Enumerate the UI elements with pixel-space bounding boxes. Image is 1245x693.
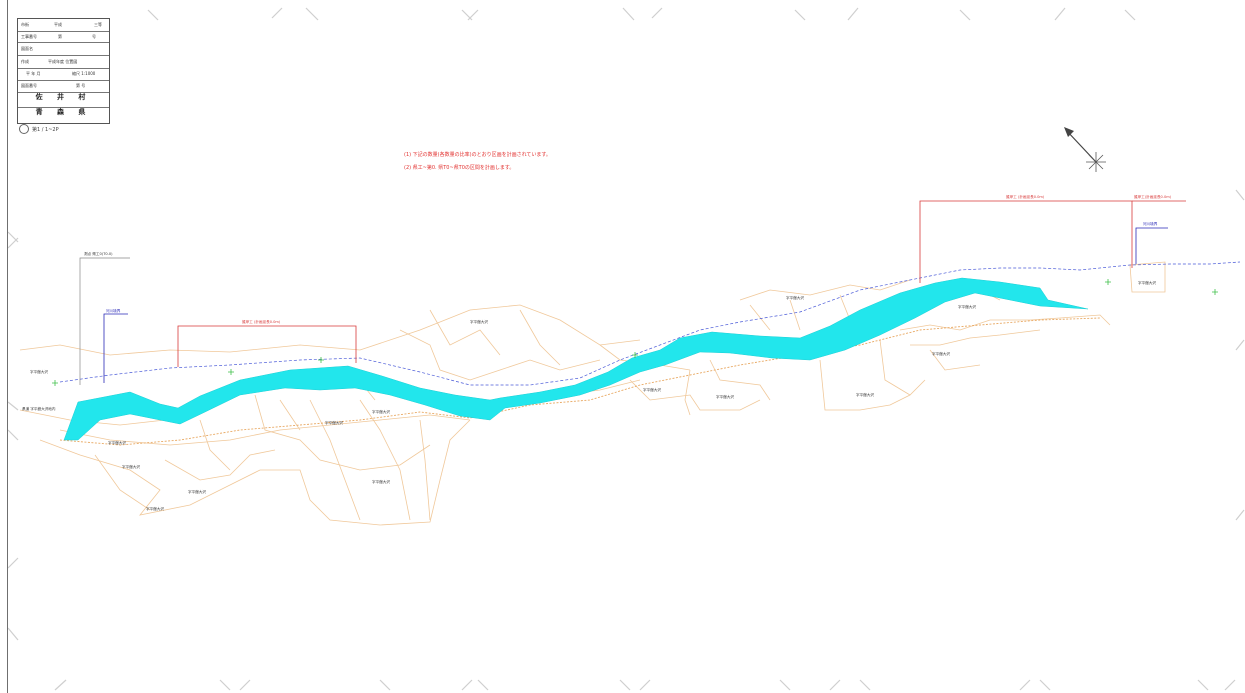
- tb-r2-left: 工事番号: [21, 34, 37, 39]
- tb-r1-left: 市街: [21, 22, 29, 27]
- title-block-row-1: 市街 平成 三等: [18, 19, 109, 32]
- tb-r2-right: 号: [92, 34, 96, 39]
- title-block: 市街 平成 三等 工事番号 第 号 図面名 作成 平成年度 位置図 平 年 月 …: [17, 18, 110, 124]
- left-boundary-label: 河川境界: [106, 309, 121, 313]
- parcel-label: 字平舘大沢: [122, 465, 140, 469]
- note-2: (2) 県工~第0. 県T0~県T0の区間を計画します。: [404, 165, 515, 171]
- parcel-label: 字平舘大沢: [932, 352, 950, 356]
- tb-prefecture: 青 森 県: [35, 108, 92, 116]
- parcel-label: 字平舘大沢: [146, 507, 164, 511]
- compass-rose-icon: [1086, 152, 1106, 172]
- tb-r5-right: 縮尺 1:1000: [72, 71, 96, 76]
- title-block-row-4: 作成 平成年度 位置図: [18, 55, 109, 69]
- frame-marks: [7, 7, 1245, 691]
- parcel-label: 字平舘大沢: [856, 393, 874, 397]
- title-block-row-2: 工事番号 第 号: [18, 31, 109, 43]
- parcel-label: 字平舘大沢: [325, 421, 343, 425]
- title-block-row-5: 平 年 月 縮尺 1:1000: [18, 68, 109, 81]
- sheet-circle-icon: [19, 124, 29, 134]
- tb-r6-left: 図面番号: [21, 83, 37, 88]
- parcel-label: 字平舘大沢: [786, 296, 804, 300]
- parcel-label: 字平舘大沢: [643, 388, 661, 392]
- survey-marks: [52, 279, 1218, 386]
- parcel-label: 字平舘大沢: [372, 410, 390, 414]
- far-left-parcel-label: 字平舘大沢: [30, 370, 48, 374]
- parcel-label: 字平舘大沢: [188, 490, 206, 494]
- tb-r6-right: 第 号: [76, 83, 86, 88]
- tb-r2-mid: 第: [58, 34, 62, 39]
- right-extent-label: 護岸工 (計画延長0.0m): [1006, 195, 1045, 199]
- tb-r1-right: 三等: [94, 22, 102, 27]
- parcel-label: 字平舘大沢: [1138, 281, 1156, 285]
- tb-r4-left: 作成: [21, 59, 29, 64]
- parcel-label: 字平舘大沢: [372, 480, 390, 484]
- extent-brackets: [177, 200, 1186, 367]
- tb-r1-mid: 平成: [54, 22, 62, 27]
- road-line: [59, 317, 1101, 446]
- station-lead-line: [79, 257, 130, 385]
- tb-r4-right: 平成年度 位置図: [48, 59, 78, 64]
- left-frame-rule: [7, 0, 8, 693]
- title-block-row-6: 図面番号 第 号: [18, 80, 109, 93]
- title-block-row-3: 図面名: [18, 42, 109, 56]
- river-channel: [63, 277, 1089, 441]
- note-1: (1) 下記の数量(各数量の比率)のとおり区画を計画されています。: [404, 152, 551, 158]
- mid-extent-label: 護岸工 (計画延長0.0m): [242, 320, 281, 324]
- parcel-label: 字平舘大沢: [716, 395, 734, 399]
- boundary-dashed-line: [59, 261, 1241, 386]
- tb-r3-left: 図面名: [21, 46, 33, 51]
- tb-r5-left: 平 年 月: [26, 71, 41, 76]
- parcel-boundaries: [19, 261, 1166, 526]
- parcel-label: 字平舘大沢: [958, 305, 976, 309]
- sheet-number: 第1 / 1~2P: [32, 127, 59, 133]
- river-boundary-markers: [103, 227, 1168, 383]
- parcel-label: 字平舘大沢: [470, 320, 488, 324]
- parcel-label: 字平舘大沢: [108, 441, 126, 445]
- tb-town: 佐 井 村: [18, 92, 109, 108]
- station-lead-label: 測点 県工0(T0.0): [84, 252, 113, 256]
- north-arrow-icon: [1064, 127, 1106, 172]
- right-boundary-label: 河川境界: [1143, 222, 1158, 226]
- right-extent-end-label: 護岸工(計画延長0.0m): [1134, 195, 1172, 199]
- far-left-road-label: 県道 字平舘大沢地内: [22, 407, 56, 411]
